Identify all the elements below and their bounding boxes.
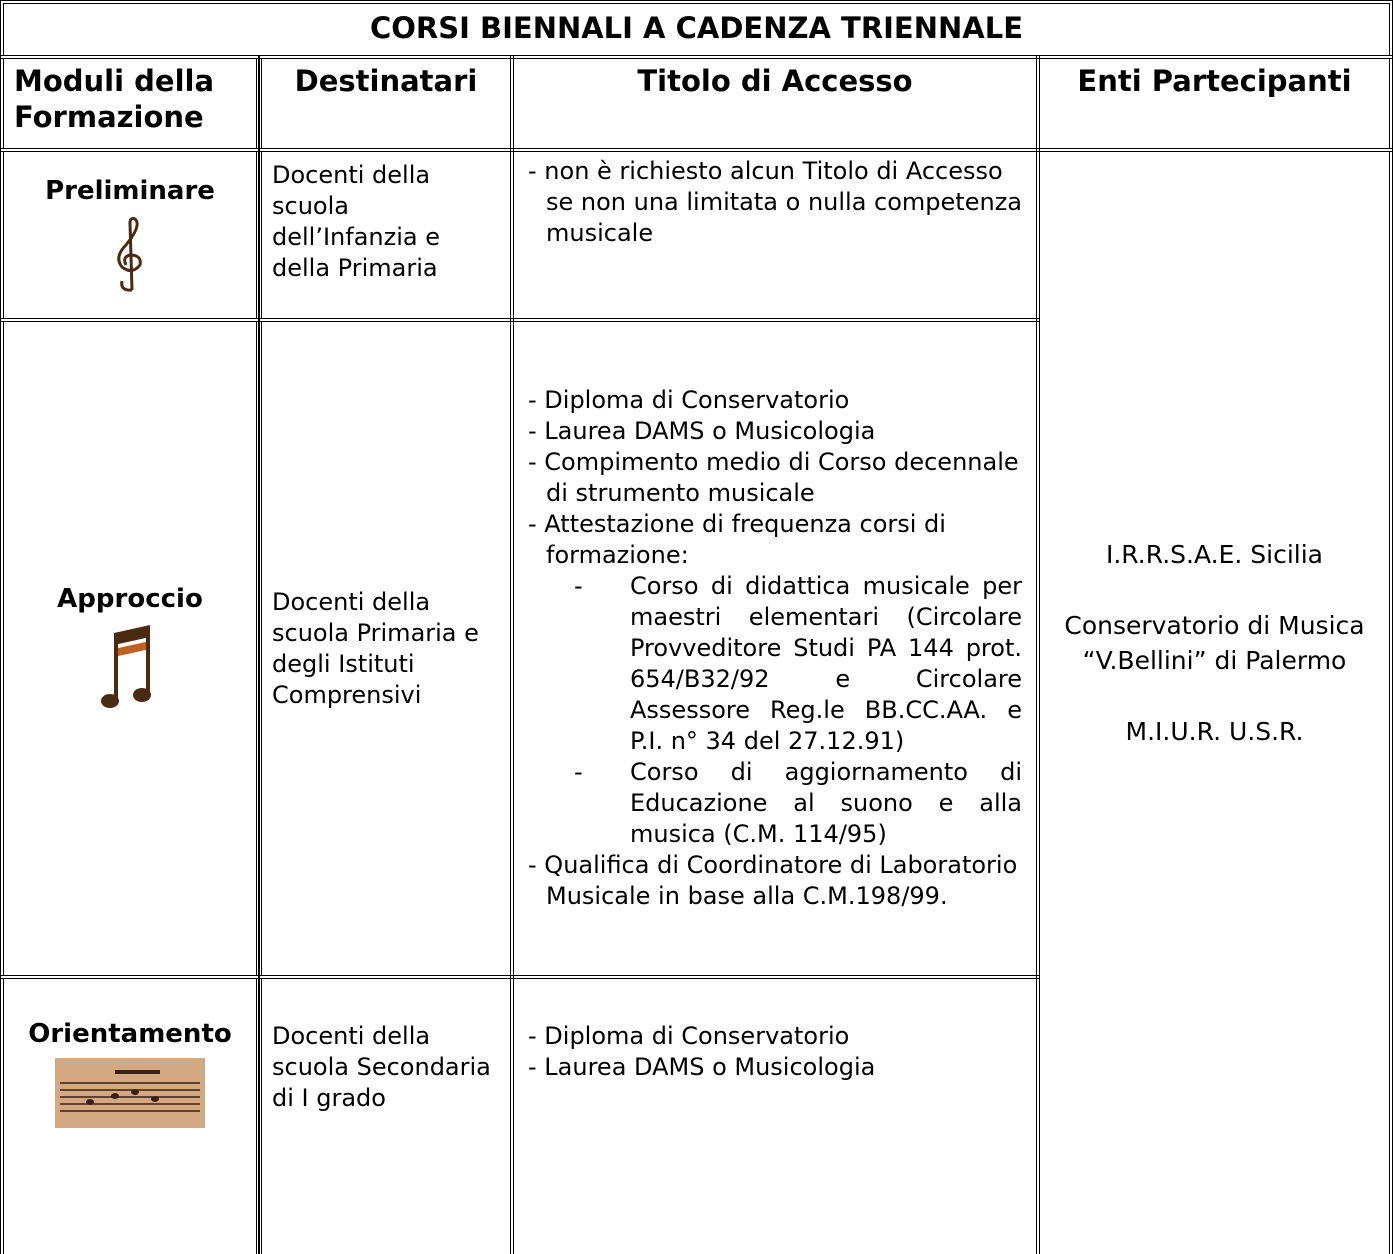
recipients-cell: Docenti della scuola Primaria e degli Is… [258,318,514,979]
access-item: Diploma di Conservatorio [522,385,1022,416]
header-cell: Moduli della Formazione [0,55,260,152]
header-text: Enti Partecipanti [1077,64,1352,98]
access-list: non è richiesto alcun Titolo di Accesso … [522,156,1022,249]
access-cell: non è richiesto alcun Titolo di Accesso … [510,148,1040,322]
module-cell: Orientamento [0,975,260,1254]
access-item: Laurea DAMS o Musicologia [522,1052,1022,1083]
access-item: Attestazione di frequenza corsi di forma… [522,509,1022,850]
header-text: Titolo di Accesso [637,64,913,98]
header-text: Moduli della Formazione [14,64,215,134]
access-cell: Diploma di Conservatorio Laurea DAMS o Mu… [510,975,1040,1254]
access-item: Compimento medio di Corso decennale di s… [522,447,1022,509]
header-text: Destinatari [294,64,478,98]
access-item: Laurea DAMS o Musicologia [522,416,1022,447]
recipients: Docenti della scuola Secondaria di I gra… [272,1022,491,1112]
title-cell: CORSI BIENNALI A CADENZA TRIENNALE [0,0,1393,59]
access-text: Laurea DAMS o Musicologia [544,1053,876,1081]
recipients-cell: Docenti della scuola dell’Infanzia e del… [258,148,514,322]
module-name: Approccio [57,584,203,614]
access-text: Attestazione di frequenza corsi di forma… [544,510,946,569]
access-subitem: Corso di didattica musicale per maestri … [546,571,1022,757]
access-text: Qualifica di Coordinatore di Laboratorio… [544,851,1018,910]
access-text: Diploma di Conservatorio [544,1022,850,1050]
access-text: Diploma di Conservatorio [544,386,850,414]
title: CORSI BIENNALI A CADENZA TRIENNALE [369,11,1024,45]
recipients-cell: Docenti della scuola Secondaria di I gra… [258,975,514,1254]
access-subtext: Corso di aggiornamento di Educazione al … [630,758,1022,848]
module-name: Preliminare [45,175,215,206]
access-list: Diploma di Conservatorio Laurea DAMS o Mu… [522,1021,1022,1083]
entity: I.R.R.S.A.E. Sicilia [1105,540,1323,569]
access-text: non è richiesto alcun Titolo di Accesso … [544,157,1022,247]
entities-cell: I.R.R.S.A.E. Sicilia Conservatorio di Mus… [1036,148,1393,1254]
header-cell: Destinatari [258,55,514,152]
access-item: Diploma di Conservatorio [522,1021,1022,1052]
recipients: Docenti della scuola dell’Infanzia e del… [272,161,440,282]
access-item: non è richiesto alcun Titolo di Accesso … [522,156,1022,249]
module-cell: Preliminare [0,148,260,322]
access-text: Compimento medio di Corso decennale di s… [544,448,1019,507]
score-icon [55,1058,205,1128]
treble-clef-icon [117,216,142,292]
module-cell: Approccio [0,318,260,979]
entity: Conservatorio di Musica “V.Bellini” di P… [1064,611,1365,675]
entity: M.I.U.R. U.S.R. [1125,717,1304,746]
access-text: Laurea DAMS o Musicologia [544,417,876,445]
access-cell: Diploma di Conservatorio Laurea DAMS o Mu… [510,318,1040,979]
recipients: Docenti della scuola Primaria e degli Is… [272,587,479,709]
module-name: Orientamento [28,1019,232,1049]
access-list: Diploma di Conservatorio Laurea DAMS o Mu… [522,385,1022,912]
header-cell: Enti Partecipanti [1036,55,1393,152]
access-subitem: Corso di aggiornamento di Educazione al … [546,757,1022,850]
access-subtext: Corso di didattica musicale per maestri … [630,572,1022,755]
header-cell: Titolo di Accesso [510,55,1040,152]
access-item: Qualifica di Coordinatore di Laboratorio… [522,850,1022,912]
notes-icon [101,625,151,708]
access-sublist: Corso di didattica musicale per maestri … [546,571,1022,850]
